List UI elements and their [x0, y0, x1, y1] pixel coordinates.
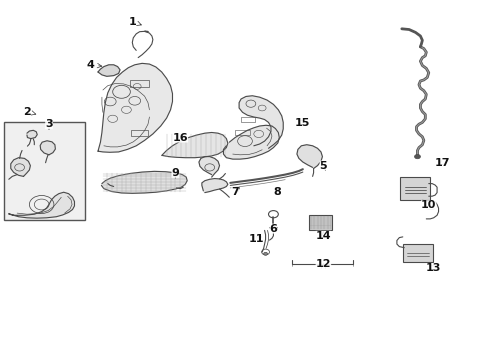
Text: 13: 13 [426, 263, 441, 273]
Polygon shape [11, 158, 30, 176]
Polygon shape [98, 63, 172, 152]
Text: 10: 10 [421, 200, 437, 210]
Polygon shape [297, 145, 322, 168]
Bar [4, 122, 85, 220]
Polygon shape [40, 141, 55, 155]
Text: 8: 8 [273, 186, 281, 197]
Bar [241, 117, 255, 122]
Text: 4: 4 [87, 60, 102, 70]
Text: 3: 3 [45, 119, 53, 129]
Text: 15: 15 [295, 118, 311, 128]
Circle shape [264, 252, 268, 255]
Text: 7: 7 [231, 186, 240, 197]
Bar [131, 130, 148, 136]
Text: 6: 6 [270, 224, 277, 234]
Text: 12: 12 [316, 258, 331, 269]
Polygon shape [223, 125, 279, 159]
FancyBboxPatch shape [400, 177, 430, 200]
FancyBboxPatch shape [403, 244, 433, 262]
Text: 16: 16 [172, 132, 188, 143]
Text: 14: 14 [316, 231, 331, 241]
Text: 17: 17 [435, 158, 450, 168]
Bar [130, 80, 149, 87]
Text: 5: 5 [319, 161, 327, 171]
Text: 11: 11 [248, 234, 264, 244]
Bar [235, 130, 250, 135]
Circle shape [415, 154, 420, 159]
Bar [309, 215, 332, 230]
Text: 2: 2 [23, 107, 36, 117]
Polygon shape [202, 179, 228, 193]
Polygon shape [27, 130, 37, 139]
Polygon shape [101, 171, 187, 193]
Text: 1: 1 [128, 17, 142, 27]
Polygon shape [162, 132, 228, 158]
Polygon shape [9, 192, 74, 218]
Polygon shape [199, 157, 220, 177]
Polygon shape [239, 96, 283, 148]
Polygon shape [98, 65, 120, 76]
Text: 9: 9 [172, 168, 179, 178]
